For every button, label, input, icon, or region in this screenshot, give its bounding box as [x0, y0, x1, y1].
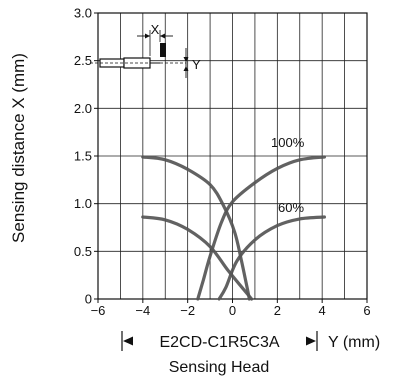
tick-layer: −6 −4 −2 0 2 4 6 0 0.5 1.0 1.5 2.0 2.5 3.0	[74, 6, 371, 319]
y-axis-label: Sensing distance X (mm)	[9, 53, 28, 243]
curve-layer	[141, 155, 326, 301]
x-axis-label: Y (mm)	[328, 334, 380, 351]
y-tick-label: 1.0	[74, 196, 92, 211]
sensing-head-bracket	[121, 331, 318, 351]
x-tick-label: 0	[229, 303, 236, 318]
sensor-inset-diagram	[90, 30, 189, 78]
x-tick-label: −4	[135, 303, 150, 318]
curve-100-left	[141, 155, 251, 301]
grid-layer	[97, 12, 368, 300]
series-label-100: 100%	[271, 135, 305, 150]
x-tick-label: −2	[180, 303, 195, 318]
y-tick-label: 3.0	[74, 6, 92, 21]
x-tick-label: 4	[319, 303, 326, 318]
curve-100-right	[196, 155, 326, 301]
curve-60-left	[141, 215, 254, 301]
y-tick-label: 1.5	[74, 149, 92, 164]
y-tick-label: 0	[85, 292, 92, 307]
sensing-head-caption: Sensing Head	[169, 359, 270, 376]
curve-60-right	[217, 215, 326, 301]
model-label: E2CD-C1R5C3A	[159, 334, 279, 351]
series-label-60: 60%	[278, 200, 304, 215]
x-tick-label: 2	[274, 303, 281, 318]
inset-x-label: X	[151, 22, 160, 37]
y-tick-label: 2.5	[74, 53, 92, 68]
x-tick-label: −6	[91, 303, 106, 318]
y-tick-label: 0.5	[74, 244, 92, 259]
y-tick-label: 2.0	[74, 101, 92, 116]
x-tick-label: 6	[363, 303, 370, 318]
inset-y-label: Y	[192, 57, 201, 72]
